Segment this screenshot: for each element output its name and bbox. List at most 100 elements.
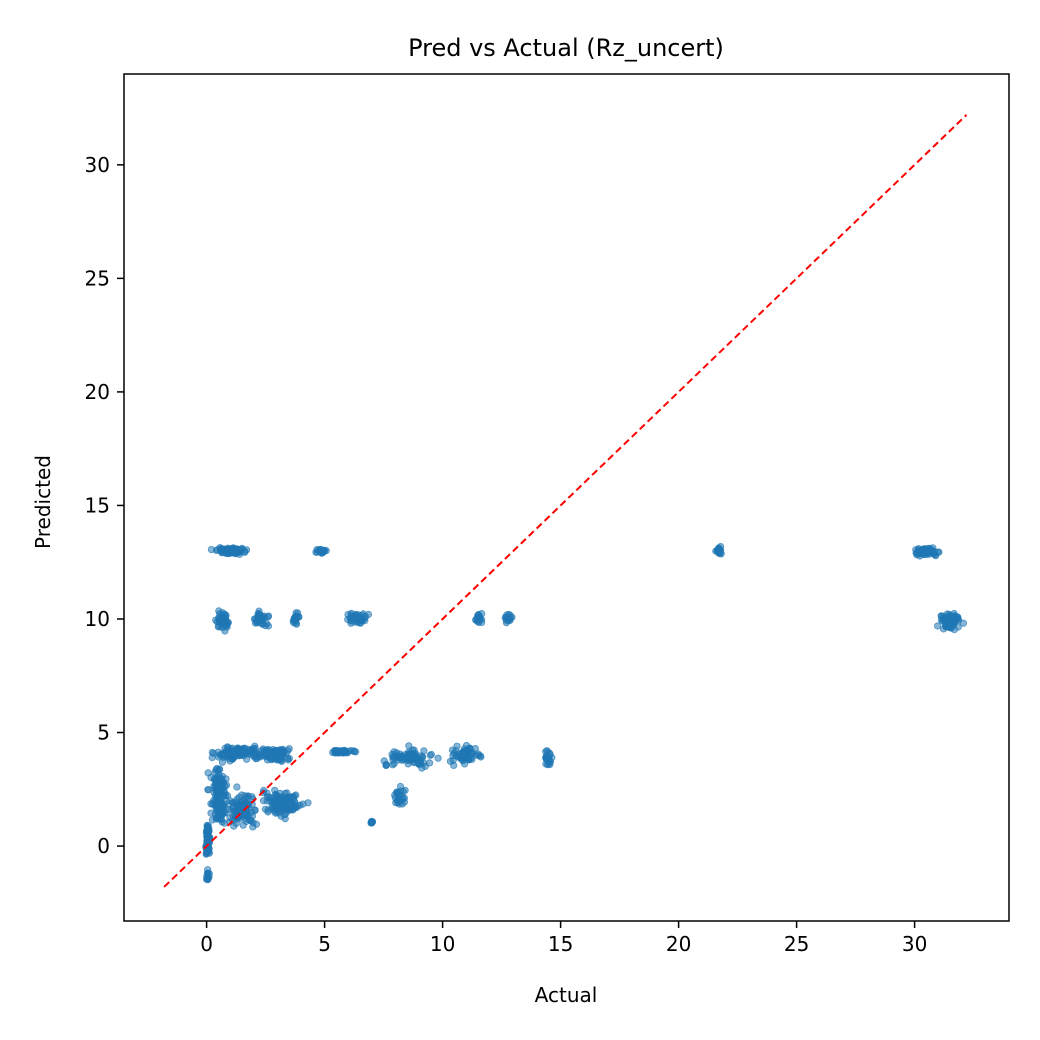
- data-point: [271, 786, 279, 794]
- data-point: [476, 752, 484, 760]
- x-tick-label: 30: [902, 932, 927, 956]
- data-point: [434, 754, 442, 762]
- data-point: [238, 544, 246, 553]
- data-point: [285, 745, 293, 753]
- data-point: [269, 745, 277, 754]
- data-point: [261, 621, 269, 630]
- data-point: [264, 612, 273, 620]
- data-point: [426, 751, 434, 759]
- data-point: [398, 800, 406, 808]
- data-point: [542, 748, 550, 756]
- data-point: [271, 796, 279, 805]
- data-point: [248, 748, 256, 756]
- data-point: [459, 751, 467, 759]
- data-point: [347, 616, 355, 625]
- data-point: [312, 548, 320, 556]
- data-point: [218, 785, 226, 793]
- data-point: [212, 546, 220, 555]
- x-tick-label: 10: [430, 932, 455, 956]
- data-point: [393, 789, 401, 797]
- data-point: [292, 803, 301, 812]
- identity-reference-line: [163, 114, 968, 888]
- data-point: [249, 823, 257, 831]
- data-point: [543, 754, 551, 762]
- x-axis-label: Actual: [535, 983, 598, 1007]
- data-point: [474, 616, 482, 624]
- data-point: [255, 610, 263, 619]
- data-point: [395, 753, 403, 762]
- data-point: [217, 794, 225, 802]
- data-point: [204, 828, 212, 836]
- x-tick-label: 20: [666, 932, 691, 956]
- data-point: [207, 773, 215, 782]
- y-tick-label: 5: [97, 721, 110, 745]
- data-point: [215, 771, 223, 779]
- data-point: [262, 752, 270, 761]
- data-point: [917, 549, 925, 557]
- data-point: [277, 812, 285, 820]
- data-point: [204, 835, 212, 843]
- data-point: [290, 792, 299, 800]
- data-point: [264, 806, 272, 814]
- data-point: [235, 748, 243, 757]
- data-point: [416, 758, 425, 766]
- data-point: [933, 622, 942, 630]
- plot-frame: [123, 73, 1010, 922]
- data-point: [212, 777, 221, 785]
- data-point: [948, 616, 956, 624]
- data-point: [368, 818, 376, 826]
- x-tick-label: 25: [784, 932, 809, 956]
- data-point: [208, 753, 216, 762]
- data-point: [354, 611, 362, 619]
- data-point: [220, 614, 228, 622]
- data-point: [410, 752, 419, 760]
- y-axis: 0 5 10 15 20 25 30: [85, 153, 124, 858]
- data-point: [285, 754, 293, 763]
- x-tick-label: 5: [318, 932, 331, 956]
- data-point: [358, 616, 366, 625]
- data-point: [233, 783, 241, 791]
- data-point: [239, 821, 247, 829]
- data-point: [347, 609, 355, 617]
- data-point: [950, 625, 959, 634]
- data-point: [215, 815, 223, 823]
- x-axis: 0 5 10 15 20 25 30: [200, 921, 927, 956]
- data-point: [337, 748, 345, 756]
- x-tick-label: 15: [548, 932, 573, 956]
- data-point: [219, 808, 227, 816]
- points-layer: [202, 542, 968, 884]
- data-point: [259, 745, 267, 753]
- data-point: [251, 806, 259, 814]
- data-point: [931, 551, 939, 559]
- data-point: [304, 799, 312, 807]
- x-tick-label: 0: [200, 932, 213, 956]
- y-tick-label: 0: [97, 834, 110, 858]
- data-point: [281, 796, 289, 804]
- y-tick-label: 15: [85, 493, 110, 517]
- data-point: [449, 756, 457, 764]
- data-point: [224, 751, 232, 760]
- data-point: [450, 749, 458, 757]
- data-point: [289, 619, 298, 627]
- data-point: [279, 748, 287, 757]
- data-point: [221, 744, 229, 753]
- data-point: [230, 549, 239, 557]
- data-point: [220, 778, 228, 787]
- data-point: [248, 812, 257, 820]
- data-point: [471, 744, 479, 753]
- data-point: [233, 799, 241, 808]
- data-point: [204, 866, 212, 874]
- data-point: [204, 786, 212, 794]
- y-axis-label: Predicted: [31, 455, 55, 549]
- data-point: [224, 619, 232, 627]
- y-tick-label: 10: [85, 607, 110, 631]
- data-point: [408, 746, 417, 754]
- data-point: [238, 800, 247, 808]
- data-point: [382, 761, 390, 769]
- data-point: [244, 792, 252, 801]
- data-point: [216, 751, 224, 759]
- data-point: [294, 609, 302, 617]
- y-tick-label: 20: [85, 380, 110, 404]
